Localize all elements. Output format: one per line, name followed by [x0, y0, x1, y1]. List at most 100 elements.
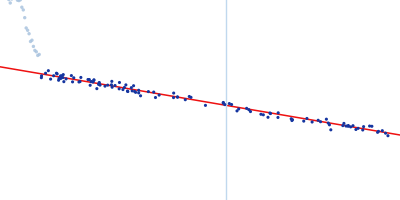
Point [60, 76, 66, 79]
Point [17, 0, 24, 1]
Point [36, 53, 42, 56]
Point [94, 87, 100, 90]
Point [125, 90, 131, 93]
Point [360, 125, 367, 128]
Point [116, 81, 123, 84]
Point [186, 95, 192, 98]
Point [132, 91, 139, 94]
Point [54, 72, 60, 75]
Point [45, 69, 52, 72]
Point [170, 91, 177, 95]
Point [96, 81, 102, 84]
Point [26, 32, 32, 35]
Point [85, 78, 91, 81]
Point [343, 124, 349, 128]
Point [170, 96, 177, 99]
Point [68, 74, 74, 77]
Point [222, 103, 228, 106]
Point [112, 84, 118, 87]
Point [63, 77, 69, 80]
Point [174, 95, 181, 99]
Point [58, 77, 64, 80]
Point [109, 80, 115, 83]
Point [326, 123, 333, 126]
Point [345, 125, 351, 128]
Point [86, 78, 92, 81]
Point [340, 124, 346, 127]
Point [350, 124, 356, 127]
Point [91, 78, 97, 81]
Point [53, 72, 60, 75]
Point [244, 107, 250, 110]
Point [289, 119, 295, 122]
Point [22, 16, 28, 19]
Point [156, 93, 162, 97]
Point [355, 127, 361, 130]
Point [38, 76, 44, 79]
Point [129, 89, 135, 92]
Point [24, 29, 31, 32]
Point [267, 111, 273, 115]
Point [102, 85, 108, 88]
Point [246, 108, 252, 111]
Point [96, 82, 102, 85]
Point [56, 79, 62, 82]
Point [260, 113, 266, 116]
Point [220, 101, 226, 104]
Point [382, 132, 389, 135]
Point [360, 128, 366, 132]
Point [300, 120, 307, 123]
Point [60, 73, 66, 76]
Point [228, 103, 235, 106]
Point [328, 128, 334, 131]
Point [19, 6, 25, 9]
Point [90, 79, 97, 82]
Point [34, 54, 41, 57]
Point [77, 80, 83, 83]
Point [32, 49, 38, 52]
Point [304, 117, 310, 120]
Point [258, 113, 264, 116]
Point [220, 101, 226, 105]
Point [152, 96, 159, 99]
Point [309, 120, 315, 124]
Point [123, 83, 129, 86]
Point [234, 109, 240, 113]
Point [136, 91, 142, 94]
Point [50, 74, 57, 77]
Point [69, 80, 76, 83]
Point [374, 131, 381, 134]
Point [42, 72, 49, 75]
Point [88, 80, 94, 83]
Point [108, 83, 115, 86]
Point [345, 124, 352, 127]
Point [132, 90, 138, 93]
Point [366, 124, 373, 128]
Point [61, 80, 67, 83]
Point [56, 77, 62, 80]
Point [87, 84, 93, 87]
Point [289, 118, 296, 121]
Point [8, 0, 15, 1]
Point [385, 134, 391, 137]
Point [375, 130, 382, 133]
Point [120, 88, 126, 91]
Point [20, 8, 26, 11]
Point [7, 1, 14, 5]
Point [90, 80, 96, 84]
Point [57, 74, 64, 78]
Point [76, 80, 82, 84]
Point [109, 86, 115, 89]
Point [174, 96, 181, 99]
Point [150, 90, 157, 94]
Point [95, 83, 102, 86]
Point [369, 125, 375, 128]
Point [48, 78, 54, 81]
Point [78, 76, 84, 79]
Point [33, 50, 40, 53]
Point [188, 96, 194, 99]
Point [325, 121, 332, 125]
Point [265, 116, 271, 119]
Point [38, 74, 45, 77]
Point [226, 102, 232, 105]
